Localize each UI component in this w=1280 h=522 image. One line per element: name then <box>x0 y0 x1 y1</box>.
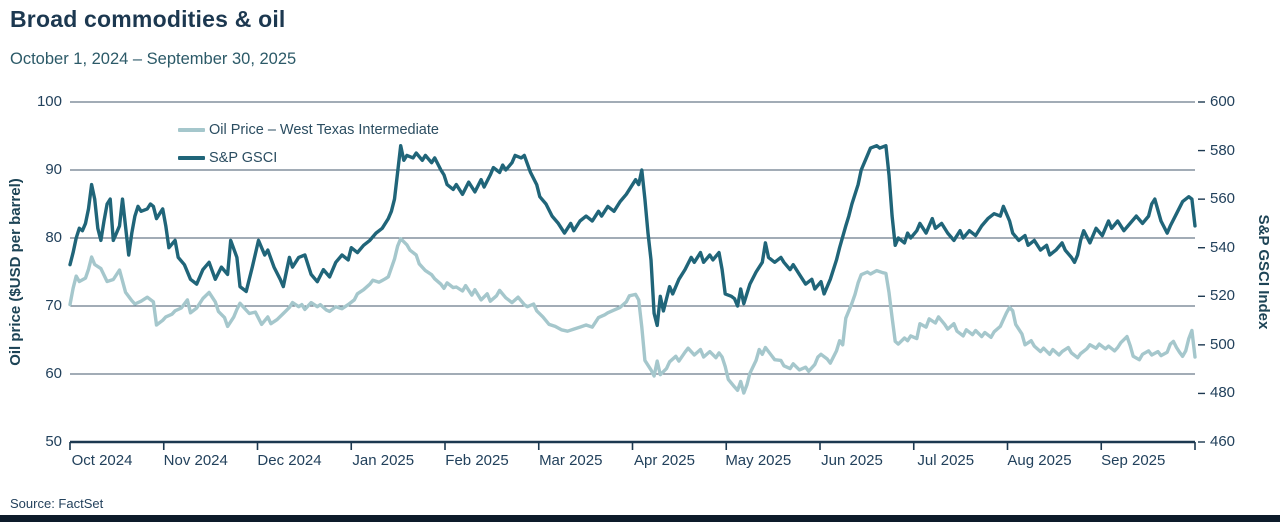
legend-item-wti: Oil Price – West Texas Intermediate <box>178 116 439 144</box>
page-title: Broad commodities & oil <box>10 6 286 32</box>
legend-item-gsci: S&P GSCI <box>178 144 439 172</box>
wti-line-swatch <box>178 128 205 132</box>
source-attribution: Source: FactSet <box>10 496 104 511</box>
legend-label-wti: Oil Price – West Texas Intermediate <box>209 122 439 138</box>
legend-label-gsci: S&P GSCI <box>209 150 278 166</box>
footer-bar <box>0 515 1280 522</box>
wti-series-line <box>68 236 1197 395</box>
y-axis-left-title: Oil price ($USD per barrel) <box>7 178 24 366</box>
gsci-series-line <box>68 143 1197 328</box>
gsci-line-swatch <box>178 156 205 160</box>
chart-legend: Oil Price – West Texas Intermediate S&P … <box>178 116 439 172</box>
y-axis-right-title: S&P GSCI Index <box>1255 214 1272 330</box>
date-range-subtitle: October 1, 2024 – September 30, 2025 <box>10 50 297 68</box>
